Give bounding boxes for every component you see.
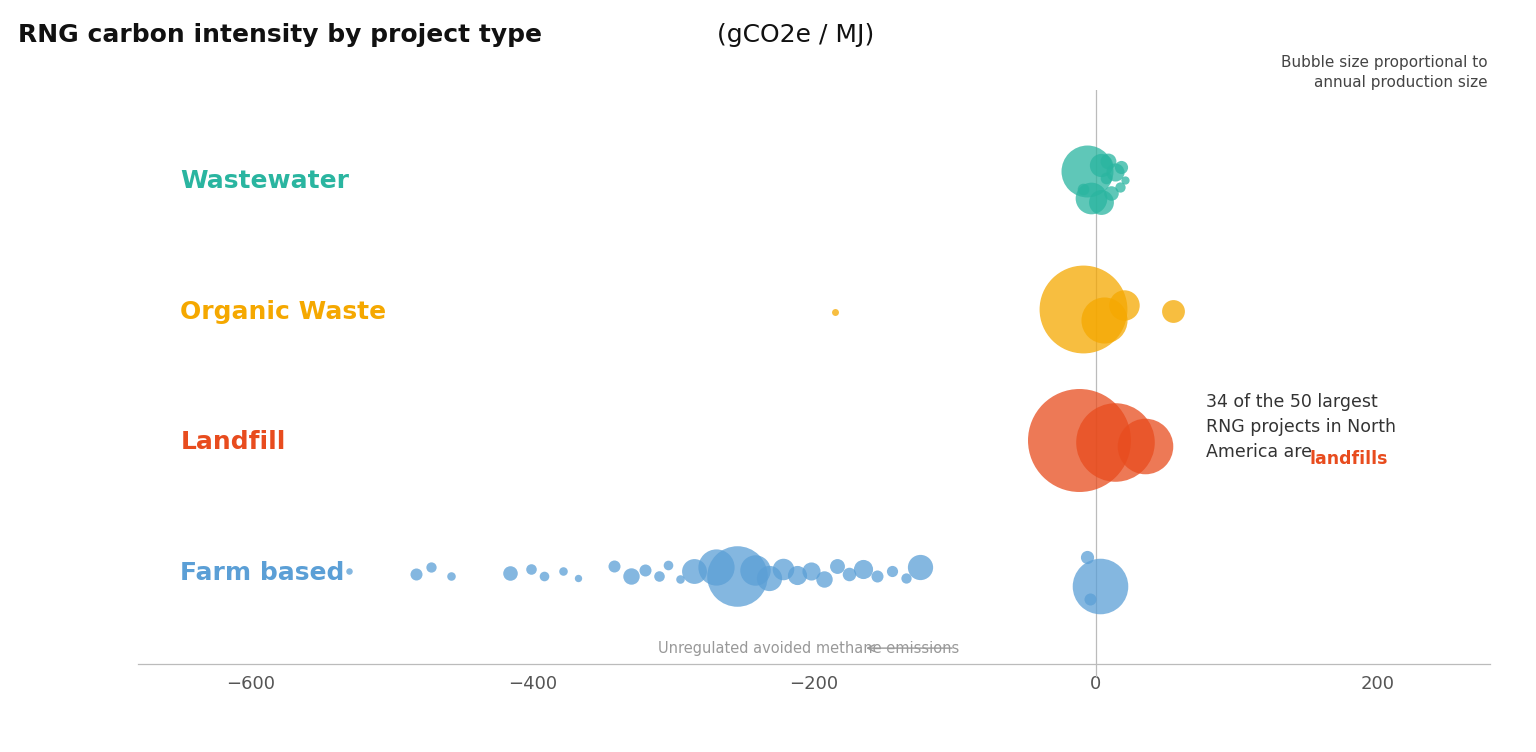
Point <box>519 562 544 575</box>
Point <box>742 564 766 576</box>
Point <box>703 561 728 573</box>
Point <box>656 559 680 571</box>
Point <box>336 566 361 578</box>
Point <box>531 571 556 583</box>
Point <box>1078 593 1103 605</box>
Point <box>1094 171 1118 183</box>
Text: (gCO2e / MJ): (gCO2e / MJ) <box>717 23 874 47</box>
Point <box>894 572 919 584</box>
Point <box>785 569 809 581</box>
Text: Unregulated avoided methane emissions: Unregulated avoided methane emissions <box>657 641 958 656</box>
Point <box>633 564 657 576</box>
Point <box>725 571 750 583</box>
Point <box>879 566 903 578</box>
Text: RNG carbon intensity by project type: RNG carbon intensity by project type <box>18 23 542 47</box>
Point <box>1089 196 1114 208</box>
Point <box>1087 580 1112 592</box>
Point <box>619 571 644 583</box>
Text: landfills: landfills <box>1310 450 1389 468</box>
Point <box>851 562 876 575</box>
Point <box>1080 193 1104 205</box>
Point <box>1132 440 1157 452</box>
Point <box>1097 155 1121 167</box>
Point <box>865 571 889 583</box>
Point <box>811 573 836 585</box>
Point <box>682 566 707 578</box>
Point <box>1075 165 1100 177</box>
Point <box>837 568 862 580</box>
Point <box>1071 303 1095 315</box>
Point <box>823 306 848 318</box>
Text: Organic Waste: Organic Waste <box>181 300 387 324</box>
Point <box>1071 183 1095 196</box>
Point <box>668 573 693 585</box>
Point <box>419 561 444 573</box>
Text: 34 of the 50 largest
RNG projects in North
America are: 34 of the 50 largest RNG projects in Nor… <box>1206 393 1396 461</box>
Text: Landfill: Landfill <box>181 430 286 454</box>
Point <box>1109 161 1134 173</box>
Point <box>825 560 849 572</box>
Point <box>771 562 796 575</box>
Point <box>404 568 429 580</box>
Point <box>1114 174 1138 186</box>
Point <box>1098 187 1123 199</box>
Point <box>799 566 823 578</box>
Point <box>1089 159 1114 171</box>
Point <box>1161 305 1186 317</box>
Point <box>565 572 590 584</box>
Point <box>1092 314 1117 326</box>
Point <box>757 572 782 584</box>
Point <box>439 571 464 583</box>
Point <box>1103 436 1127 448</box>
Point <box>1075 551 1100 563</box>
Point <box>1112 299 1137 311</box>
Point <box>1103 166 1127 178</box>
Point <box>602 560 627 572</box>
Point <box>1066 434 1091 446</box>
Point <box>498 566 522 578</box>
Text: Wastewater: Wastewater <box>181 169 350 193</box>
Point <box>1107 180 1132 193</box>
Text: Farm based: Farm based <box>181 560 346 584</box>
Point <box>908 561 932 573</box>
Point <box>551 566 576 578</box>
Point <box>647 571 671 583</box>
Text: Bubble size proportional to
annual production size: Bubble size proportional to annual produ… <box>1281 55 1487 89</box>
